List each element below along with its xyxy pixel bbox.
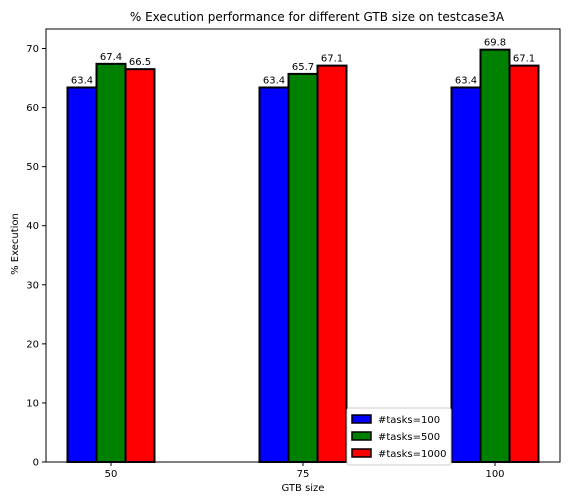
bar-value-label: 66.5 [129, 57, 151, 68]
y-tick-label: 60 [26, 103, 39, 114]
legend-entry-label: #tasks=1000 [378, 449, 446, 460]
legend-swatch [351, 448, 372, 458]
chart-title: % Execution performance for different GT… [130, 10, 505, 24]
y-tick-label: 10 [26, 398, 39, 409]
bar-value-label: 63.4 [71, 75, 93, 86]
legend-swatch [351, 414, 372, 424]
y-tick-label: 50 [26, 162, 39, 173]
bar [95, 62, 127, 463]
bar-value-label: 67.1 [513, 54, 535, 65]
x-tick-label: 100 [485, 469, 504, 480]
legend-entry-label: #tasks=500 [378, 432, 440, 443]
bar [258, 86, 290, 464]
bar [508, 64, 540, 464]
bar [450, 86, 482, 464]
bar [66, 86, 98, 464]
x-axis-label: GTB size [282, 483, 325, 494]
y-tick-label: 70 [26, 44, 39, 55]
bar-value-label: 63.4 [263, 75, 285, 86]
bar-value-label: 65.7 [292, 62, 314, 73]
y-tick-label: 30 [26, 280, 39, 291]
bar [124, 68, 156, 464]
legend-entry-label: #tasks=100 [378, 415, 440, 426]
bar-value-label: 67.1 [321, 54, 343, 65]
legend-swatch [351, 431, 372, 441]
bar-value-label: 67.4 [100, 52, 122, 63]
y-tick-label: 40 [26, 221, 39, 232]
bar-value-label: 69.8 [484, 38, 506, 49]
y-tick-label: 0 [33, 458, 39, 469]
bar [287, 72, 319, 463]
y-axis-label: % Execution [10, 213, 21, 275]
bar-value-label: 63.4 [455, 75, 477, 86]
x-tick-label: 50 [105, 469, 118, 480]
bar [316, 64, 348, 464]
legend-box [346, 407, 452, 466]
bar [479, 48, 511, 464]
y-tick-label: 20 [26, 339, 39, 350]
x-tick-label: 75 [297, 469, 310, 480]
